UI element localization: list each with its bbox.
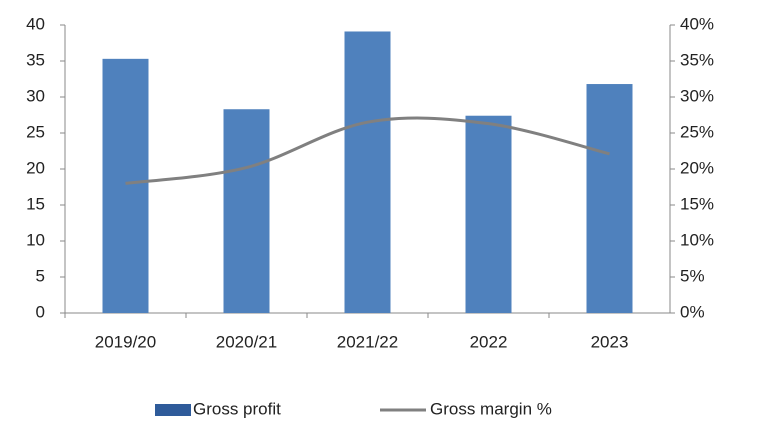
y2-tick-label: 30%: [680, 86, 714, 105]
y2-tick-label: 25%: [680, 122, 714, 141]
line: [125, 116, 610, 185]
bar: [344, 31, 391, 313]
y-tick-label: 5: [36, 266, 45, 285]
y2-tick-label: 10%: [680, 230, 714, 249]
bar: [586, 84, 633, 313]
x-tick-label: 2023: [591, 332, 629, 351]
x-tick-label: 2021/22: [337, 332, 398, 351]
y2-tick-label: 35%: [680, 50, 714, 69]
bar: [223, 109, 270, 314]
y2-tick-label: 5%: [680, 266, 705, 285]
y2-tick-label: 0%: [680, 302, 705, 321]
y-tick-label: 0: [36, 302, 45, 321]
y-tick-label: 10: [26, 230, 45, 249]
y-tick-label: 40: [26, 14, 45, 33]
bar: [465, 115, 512, 313]
legend-label: Gross margin %: [430, 399, 552, 418]
y-tick-label: 20: [26, 158, 45, 177]
y-tick-label: 25: [26, 122, 45, 141]
y-tick-label: 15: [26, 194, 45, 213]
x-tick-label: 2019/20: [95, 332, 156, 351]
legend-label: Gross profit: [193, 399, 281, 418]
y2-tick-label: 15%: [680, 194, 714, 213]
y2-tick-label: 40%: [680, 14, 714, 33]
y-tick-label: 30: [26, 86, 45, 105]
bar: [102, 58, 149, 314]
y-tick-label: 35: [26, 50, 45, 69]
x-tick-label: 2022: [470, 332, 508, 351]
y2-tick-label: 20%: [680, 158, 714, 177]
x-tick-label: 2020/21: [216, 332, 277, 351]
legend-swatch: [155, 404, 191, 416]
